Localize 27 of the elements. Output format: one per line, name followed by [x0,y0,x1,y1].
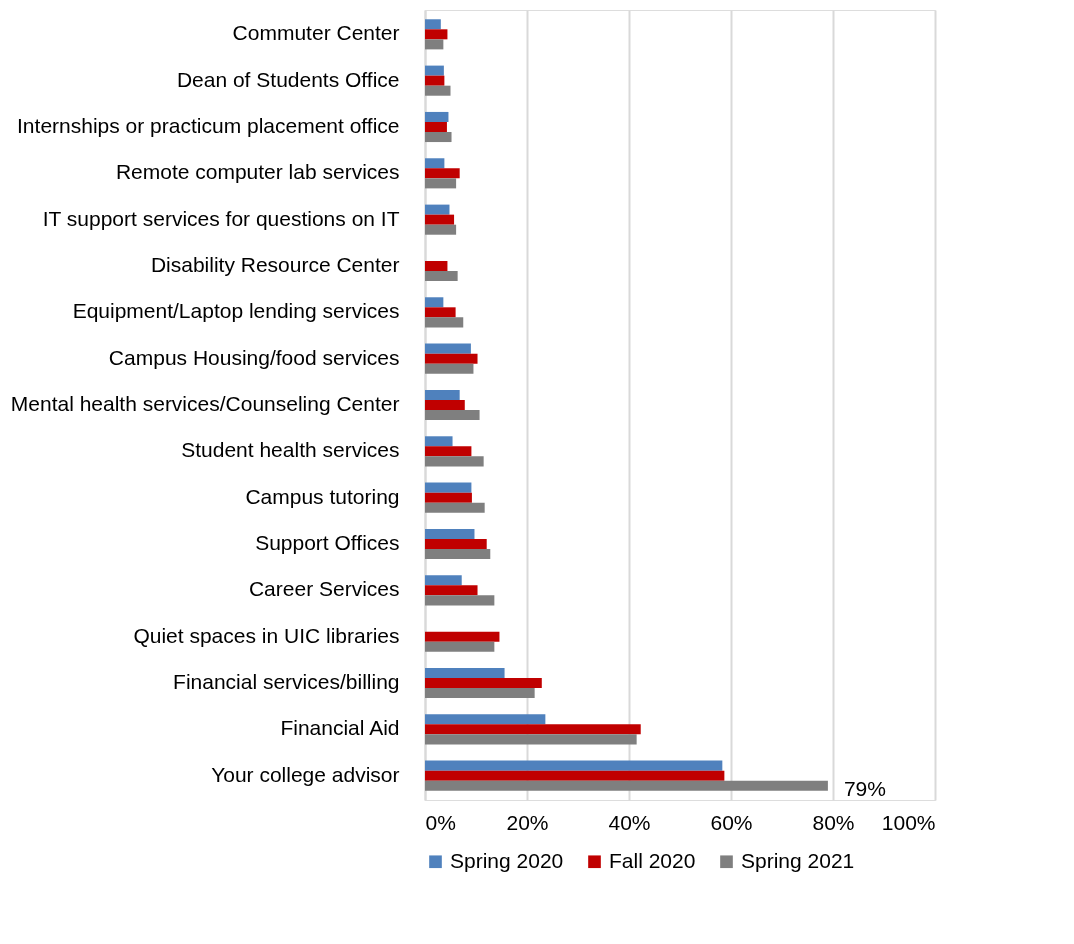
x-tick-label: 80% [812,810,855,834]
y-tick-label: Student health services [181,438,400,462]
y-tick-label: Financial Aid [280,716,400,740]
y-tick-label: Internships or practicum placement office [17,113,400,137]
y-tick-label: Mental health services/Counseling Center [10,392,400,415]
y-tick-label: Campus tutoring [245,484,400,508]
y-tick-label: Quiet spaces in UIC libraries [133,623,400,647]
legend-label: Spring 2021 [741,848,855,872]
y-tick-label: Commuter Center [232,21,400,45]
y-tick-label: Your college advisor [211,762,400,786]
x-tick-label: 40% [608,810,651,834]
y-tick-label: Financial services/billing [173,670,400,694]
x-tick-label: 0% [425,810,456,834]
y-tick-label: Remote computer lab services [115,160,400,184]
y-tick-label: Dean of Students Office [176,67,400,91]
y-tick-label: Disability Resource Center [150,253,400,276]
x-tick-label: 100% [881,810,936,834]
y-tick-label: Campus Housing/food services [108,345,400,369]
data-label: 79% [843,776,886,800]
y-tick-label: IT support services for questions on IT [42,206,400,230]
x-tick-label: 60% [710,810,753,834]
legend-label: Fall 2020 [609,848,696,872]
y-tick-label: Support Offices [255,531,400,554]
y-tick-label: Career Services [248,577,400,601]
legend-label: Spring 2020 [450,848,564,872]
y-tick-label: Equipment/Laptop lending services [72,299,400,323]
x-tick-label: 20% [506,810,549,834]
